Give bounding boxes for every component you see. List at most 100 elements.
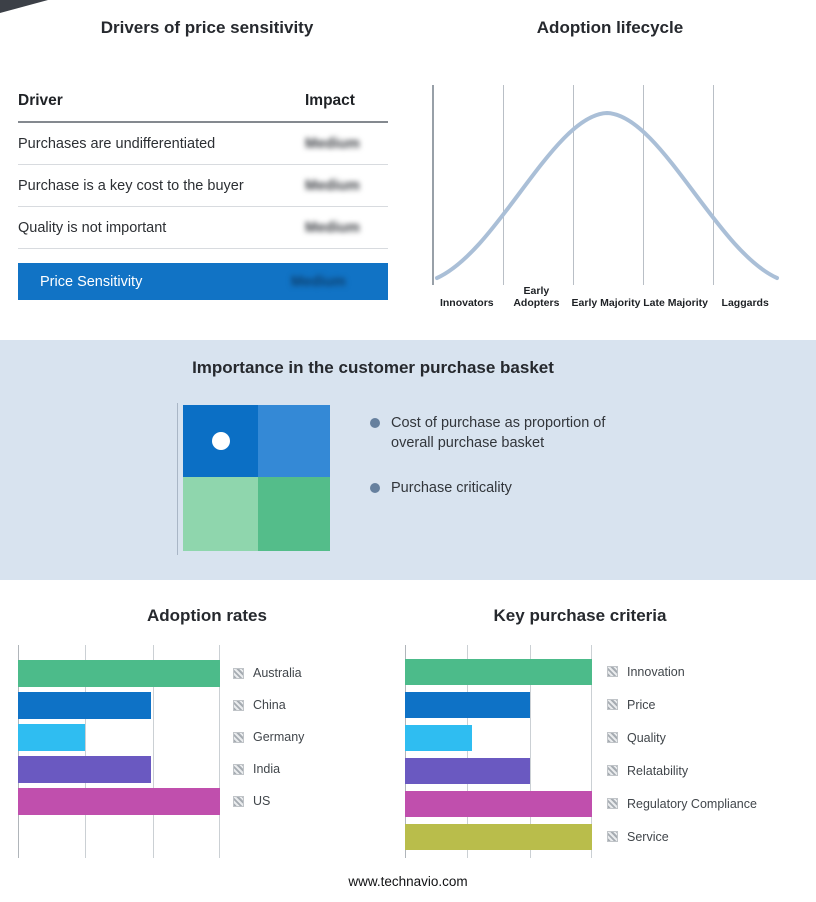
adoption-lifecycle-chart (432, 85, 780, 285)
legend-swatch (233, 667, 244, 679)
gridline (713, 85, 714, 285)
bar-quality (405, 724, 473, 751)
key-purchase-criteria-legend: Innovation Price Quality Relatability Re… (607, 645, 757, 853)
gridline (152, 645, 154, 858)
bar-china (18, 691, 152, 719)
bar-row (18, 721, 220, 753)
legend-swatch (607, 699, 618, 710)
bar-row (18, 657, 220, 689)
driver-cell: Purchases are undifferentiated (18, 135, 216, 152)
bar-row (405, 754, 592, 787)
adoption-rates-chart (18, 645, 220, 858)
drivers-title: Drivers of price sensitivity (100, 18, 314, 37)
bar-row (18, 689, 220, 721)
quadrant-top-right (258, 405, 330, 477)
legend-label: Germany (253, 730, 305, 744)
quadrant-bottom-right (258, 477, 330, 551)
bullet-text: Cost of purchase as proportion of overal… (391, 415, 606, 451)
legend-label: Price (627, 697, 656, 712)
bullet-text: Purchase criticality (391, 480, 512, 497)
legend-item-quality: Quality (607, 721, 757, 754)
bullet-icon (370, 418, 380, 428)
legend-swatch (607, 732, 618, 743)
impact-value-blurred: Medium (305, 219, 360, 236)
quadrant-bottom-left (183, 477, 258, 551)
legend-item-india: India (233, 753, 304, 785)
marker-dot (212, 432, 230, 450)
legend-swatch (233, 699, 244, 711)
bar-row (405, 820, 592, 853)
legend-label: US (253, 794, 271, 808)
stage-laggards: Laggards (721, 297, 769, 310)
legend-label: Relatability (627, 763, 689, 778)
legend-swatch (607, 765, 618, 776)
bullet-icon (370, 483, 380, 494)
footer-url: www.technavio.com (348, 874, 468, 889)
bar-row (18, 785, 220, 817)
driver-cell: Purchase is a key cost to the buyer (18, 177, 244, 194)
gridline (573, 85, 574, 285)
bar-row (405, 655, 592, 688)
bar-innovation (405, 658, 592, 685)
bar-row (405, 688, 592, 721)
stage-late-majority: Late Majority (643, 297, 708, 310)
impact-value-blurred: Medium (305, 177, 360, 194)
legend-item-relatability: Relatability (607, 754, 757, 787)
legend-item-price: Price (607, 688, 757, 721)
gridline (18, 645, 19, 858)
legend-swatch (607, 831, 618, 842)
drivers-table-header: Driver Impact (18, 88, 388, 123)
quadrant-top-left (183, 405, 258, 477)
bar-service (405, 823, 592, 850)
purchase-basket-band: Importance in the customer purchase bask… (0, 340, 816, 580)
legend-label: India (253, 762, 281, 776)
column-header-impact: Impact (305, 92, 355, 109)
bar-australia (18, 659, 220, 687)
bar-row (405, 721, 592, 754)
stage-innovators: Innovators (439, 297, 494, 310)
stage-early-majority: Early Majority (571, 297, 641, 310)
lifecycle-title: Adoption lifecycle (536, 18, 684, 37)
driver-cell: Quality is not important (18, 219, 167, 236)
bar-germany (18, 723, 85, 751)
gridline (529, 645, 531, 858)
bullet-item: Cost of purchase as proportion of overal… (370, 414, 640, 453)
adoption-rates-title: Adoption rates (147, 606, 267, 625)
drivers-table: Driver Impact Purchases are undifferenti… (18, 88, 388, 300)
bar-relatability (405, 757, 531, 784)
table-row: Purchases are undifferentiated Medium (18, 123, 388, 165)
legend-label: Quality (627, 730, 666, 745)
legend-item-china: China (233, 689, 304, 721)
legend-item-innovation: Innovation (607, 655, 757, 688)
legend-label: China (253, 698, 286, 712)
legend-item-regulatory-compliance: Regulatory Compliance (607, 787, 757, 820)
legend-label: Service (627, 829, 669, 844)
legend-item-us: US (233, 785, 304, 817)
price-sensitivity-label: Price Sensitivity (40, 273, 143, 290)
gridline (405, 645, 406, 858)
legend-label: Innovation (627, 664, 685, 679)
bell-curve-path (434, 110, 780, 280)
impact-value-blurred: Medium (305, 135, 360, 152)
legend-item-germany: Germany (233, 721, 304, 753)
legend-swatch (607, 666, 618, 677)
basket-bullets: Cost of purchase as proportion of overal… (370, 414, 640, 525)
bar-row (18, 753, 220, 785)
quadrant-axis-line (177, 403, 178, 555)
bar-regulatory-compliance (405, 790, 592, 817)
legend-swatch (607, 798, 618, 809)
gridline (643, 85, 644, 285)
key-purchase-criteria-title: Key purchase criteria (493, 606, 667, 625)
key-purchase-criteria-chart (405, 645, 592, 858)
gridline (503, 85, 504, 285)
table-row: Purchase is a key cost to the buyer Medi… (18, 165, 388, 207)
adoption-rates-legend: Australia China Germany India US (233, 645, 304, 817)
legend-item-australia: Australia (233, 657, 304, 689)
basket-title: Importance in the customer purchase bask… (192, 358, 554, 377)
bell-curve (434, 110, 780, 280)
purchase-basket-quadrant (183, 405, 330, 551)
bar-row (405, 787, 592, 820)
bar-price (405, 691, 531, 718)
legend-label: Regulatory Compliance (627, 796, 757, 811)
